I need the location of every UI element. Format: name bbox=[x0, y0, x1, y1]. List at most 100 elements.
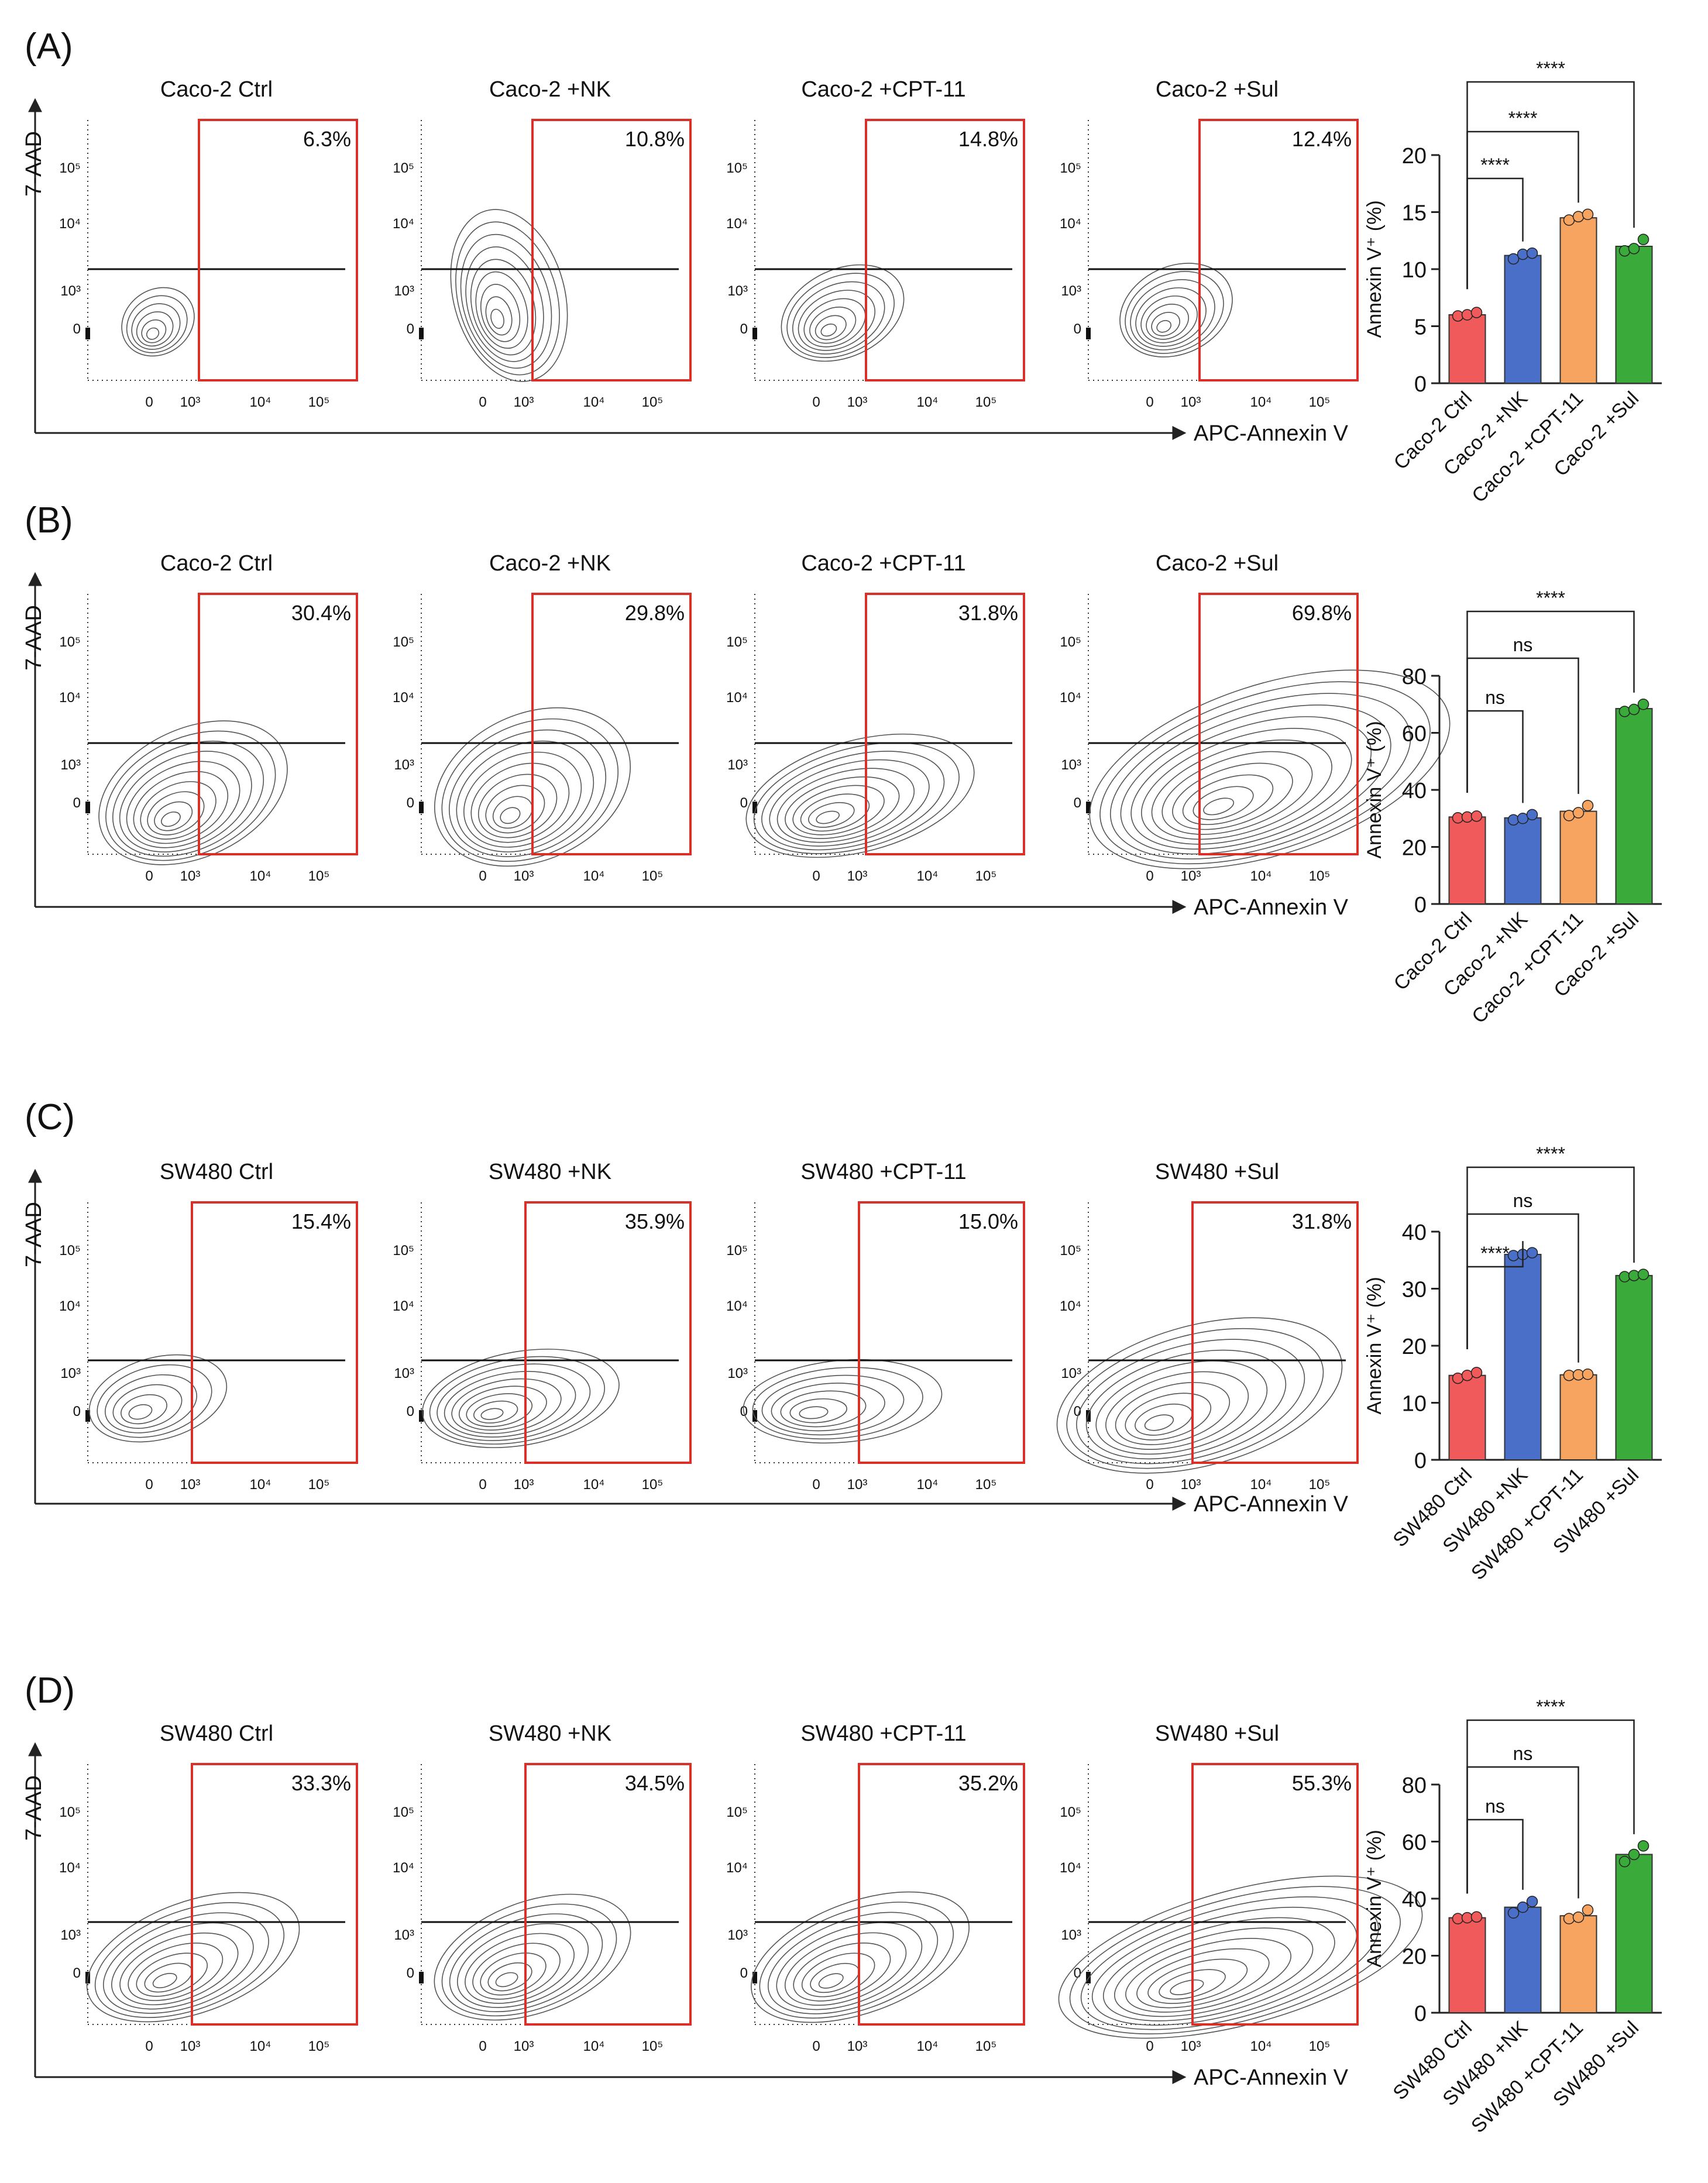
bar-y-label: Annexin V⁺ (%) bbox=[1363, 1830, 1386, 1967]
bar bbox=[1615, 1275, 1653, 1460]
flow-x-tick: 0 bbox=[145, 394, 153, 410]
sig-bracket bbox=[1466, 1719, 1635, 1894]
flow-plot: Caco-2 +Sul 10⁵ 10⁴ 10³ 0 0 10³ 10⁴ 10⁵ 12.4% bbox=[1060, 77, 1359, 410]
flow-y-tick: 10³ bbox=[1061, 1927, 1081, 1943]
flow-y-tick: 10⁴ bbox=[1060, 1860, 1081, 1876]
flow-x-tick: 10⁴ bbox=[249, 868, 271, 884]
flow-plot: SW480 +Sul 10⁵ 10⁴ 10³ 0 0 10³ 10⁴ 10⁵ 55.3% bbox=[1058, 1721, 1423, 2054]
contour-line bbox=[146, 327, 160, 340]
contour-line bbox=[128, 1404, 153, 1420]
flow-x-tick: 0 bbox=[812, 1477, 820, 1493]
contour-line bbox=[434, 1893, 631, 2021]
flow-title: Caco-2 +CPT-11 bbox=[801, 77, 965, 102]
contour-line bbox=[1085, 1349, 1287, 1460]
flow-x-tick: 0 bbox=[479, 1477, 486, 1493]
sig-label: **** bbox=[1536, 1143, 1565, 1164]
flow-y-tick: 10⁵ bbox=[726, 1804, 748, 1820]
gate-box bbox=[531, 593, 692, 855]
flow-x-tick: 0 bbox=[1146, 868, 1153, 884]
bar bbox=[1448, 1917, 1486, 2014]
contour-line bbox=[485, 785, 545, 834]
flow-x-tick: 10³ bbox=[847, 1477, 868, 1493]
gate-box bbox=[191, 1763, 358, 2026]
flow-y-tick: 10⁵ bbox=[726, 1243, 748, 1259]
contour-line bbox=[1147, 1958, 1248, 2004]
flow-y-tick: 10⁵ bbox=[59, 1804, 81, 1820]
contour-line bbox=[126, 761, 240, 848]
data-point bbox=[1452, 1372, 1464, 1384]
contour-line bbox=[140, 781, 216, 840]
gate-percent: 15.0% bbox=[958, 1209, 1018, 1233]
flow-y-tick: 0 bbox=[407, 1965, 414, 1981]
flow-x-tick: 10⁴ bbox=[1250, 868, 1271, 884]
x-axis-label: APC-Annexin V bbox=[1194, 421, 1349, 446]
contour-line bbox=[759, 1902, 954, 2019]
data-point bbox=[1461, 811, 1473, 823]
contour-line bbox=[1130, 716, 1372, 850]
gate-percent: 35.9% bbox=[625, 1209, 685, 1233]
panel-d: (D) 7-AAD APC-Annexin V SW480 Ctrl 10⁵ 10⁴ 10³… bbox=[22, 1670, 1662, 2137]
flow-y-marker bbox=[1086, 1410, 1091, 1422]
contour-line bbox=[477, 773, 558, 838]
gate-box bbox=[858, 1763, 1025, 2026]
contour-line bbox=[104, 1374, 197, 1433]
contour-line bbox=[798, 290, 876, 351]
flow-y-marker bbox=[752, 328, 757, 339]
contour-line bbox=[466, 1393, 533, 1427]
data-point bbox=[1572, 211, 1585, 223]
flow-title: SW480 +Sul bbox=[1155, 1721, 1279, 1746]
flow-y-tick: 0 bbox=[407, 795, 414, 811]
gate-percent: 29.8% bbox=[625, 601, 685, 625]
flow-x-tick: 10³ bbox=[1181, 2038, 1201, 2054]
contour-line bbox=[437, 1363, 591, 1441]
contour-line bbox=[480, 1408, 504, 1420]
bar bbox=[1559, 217, 1597, 384]
contour-group bbox=[743, 1359, 943, 1444]
contour-line bbox=[102, 1912, 269, 2014]
contour-line bbox=[141, 319, 167, 343]
contour-line bbox=[1109, 693, 1411, 860]
flow-title: Caco-2 +NK bbox=[489, 551, 611, 576]
bar-y-ticklabel: 10 bbox=[1402, 1392, 1427, 1417]
contour-group bbox=[98, 720, 288, 865]
contour-line bbox=[792, 785, 885, 836]
contour-line bbox=[121, 287, 195, 357]
contour-line bbox=[487, 1962, 532, 1992]
contour-line bbox=[776, 768, 915, 843]
flow-x-tick: 10³ bbox=[180, 2038, 201, 2054]
contour-group bbox=[86, 1892, 300, 2023]
bar-y-ticklabel: 0 bbox=[1414, 2002, 1427, 2026]
flow-y-tick: 0 bbox=[73, 1965, 81, 1981]
flow-x-tick: 10³ bbox=[180, 1477, 201, 1493]
flow-y-tick: 10⁵ bbox=[1060, 634, 1081, 650]
flow-y-tick: 0 bbox=[407, 321, 414, 337]
contour-line bbox=[751, 1891, 970, 2023]
contour-line bbox=[808, 802, 855, 828]
bar-y-ticklabel: 80 bbox=[1402, 1773, 1427, 1798]
contour-line bbox=[121, 1394, 167, 1425]
bar bbox=[1504, 255, 1542, 384]
flow-x-tick: 0 bbox=[812, 868, 820, 884]
flow-y-tick: 10³ bbox=[1061, 1366, 1081, 1381]
sig-bracket bbox=[1466, 610, 1635, 793]
data-point bbox=[1470, 810, 1483, 822]
contour-line bbox=[455, 221, 560, 376]
flow-y-tick: 10³ bbox=[60, 283, 81, 299]
flow-x-tick: 0 bbox=[479, 394, 486, 410]
flow-plot: Caco-2 +CPT-11 10⁵ 10⁴ 10³ 0 0 10³ 10⁴ 10⁵ 14.8% bbox=[726, 77, 1025, 410]
contour-line bbox=[473, 1400, 518, 1424]
contour-line bbox=[799, 1406, 829, 1419]
flow-x-tick: 10⁴ bbox=[916, 394, 938, 410]
sig-label: **** bbox=[1480, 154, 1510, 176]
data-point bbox=[1452, 812, 1464, 824]
y-axis-label: 7-AAD bbox=[22, 1775, 46, 1841]
contour-line bbox=[800, 793, 870, 832]
gate-percent: 15.4% bbox=[291, 1209, 351, 1233]
flow-y-tick: 10⁵ bbox=[726, 160, 748, 176]
flow-x-tick: 10⁴ bbox=[583, 2038, 604, 2054]
flow-y-tick: 10⁴ bbox=[59, 690, 81, 706]
sig-label: **** bbox=[1480, 1243, 1510, 1264]
gate-box bbox=[1198, 593, 1359, 855]
flow-y-tick: 10⁴ bbox=[726, 1298, 748, 1314]
